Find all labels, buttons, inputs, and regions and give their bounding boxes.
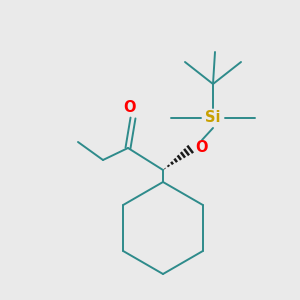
- Text: O: O: [123, 100, 135, 116]
- Text: O: O: [196, 140, 208, 155]
- Text: Si: Si: [205, 110, 221, 125]
